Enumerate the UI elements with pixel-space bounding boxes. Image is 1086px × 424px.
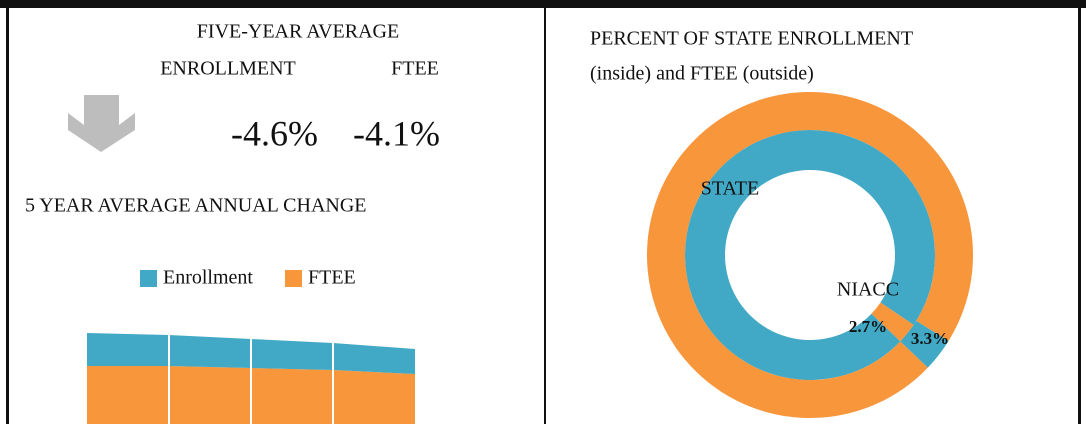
column-label: FTEE: [391, 58, 439, 80]
summary-value: -4.6%: [231, 113, 318, 153]
chart-subtitle: (inside) and FTEE (outside): [590, 63, 814, 85]
summary-title: FIVE-YEAR AVERAGE: [197, 21, 399, 43]
donut-slice: [900, 320, 949, 368]
summary-value: -4.1%: [353, 113, 440, 153]
chart-title: 5 YEAR AVERAGE ANNUAL CHANGE: [25, 195, 366, 217]
divider: [544, 0, 546, 424]
column-label: ENROLLMENT: [160, 58, 296, 80]
value-label: 3.3%: [911, 329, 949, 348]
donut-slice: [871, 302, 914, 342]
legend-label: FTEE: [308, 267, 356, 289]
top-border: [0, 0, 1086, 8]
value-label: 2.7%: [849, 317, 887, 336]
legend-swatch: [140, 270, 157, 287]
donut-slice: [685, 129, 936, 380]
left-border: [6, 0, 9, 424]
category-label: STATE: [701, 178, 759, 200]
chart-title: PERCENT OF STATE ENROLLMENT: [590, 28, 913, 50]
down-arrow: [68, 95, 135, 152]
legend-swatch: [284, 270, 302, 287]
category-label: NIACC: [837, 279, 899, 301]
right-border: [1078, 0, 1081, 424]
legend-label: Enrollment: [163, 267, 253, 289]
